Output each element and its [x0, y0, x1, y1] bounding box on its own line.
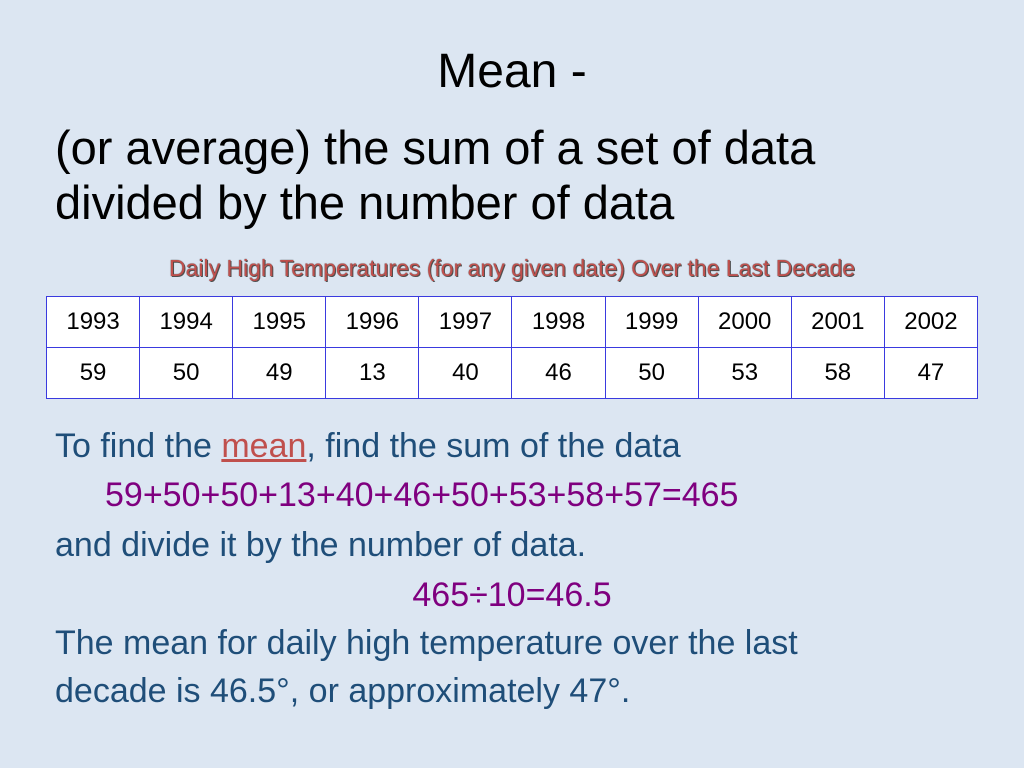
table-cell: 40 — [418, 347, 513, 399]
table-cell: 50 — [604, 347, 699, 399]
table-cell: 1999 — [604, 296, 699, 348]
data-table: 1993 1994 1995 1996 1997 1998 1999 2000 2001 2002… — [45, 296, 979, 399]
table-cell: 1998 — [511, 296, 606, 348]
conclusion-line: The mean for daily high temperature over… — [55, 624, 798, 662]
table-cell: 50 — [139, 347, 234, 399]
table-cell: 1993 — [45, 296, 141, 348]
subtitle-line: divided by the number of data — [55, 176, 675, 229]
table-cell: 1994 — [139, 296, 234, 348]
table-cell: 13 — [325, 347, 420, 399]
table-cell: 2002 — [883, 296, 979, 348]
table-cell: 46 — [511, 347, 606, 399]
term: mean — [221, 427, 307, 465]
division-equation: 465÷10=46.5 — [412, 576, 612, 614]
text: , find the sum of the data — [306, 427, 681, 465]
table-cell: 1996 — [325, 296, 420, 348]
text: To find the — [55, 427, 222, 465]
conclusion-line: decade is 46.5°, or approximately 47°. — [55, 672, 631, 710]
table-cell: 1995 — [232, 296, 327, 348]
table-row: 1993 1994 1995 1996 1997 1998 1999 2000 2001 2002 — [45, 296, 979, 348]
table-caption: Daily High Temperatures (for any given d… — [168, 255, 856, 281]
table-cell: 49 — [232, 347, 327, 399]
table-cell: 53 — [697, 347, 792, 399]
table-cell: 2001 — [790, 296, 885, 348]
sum-equation: 59+50+50+13+40+46+50+53+58+57=465 — [105, 476, 739, 514]
subtitle-line: (or average) the sum of a set of data — [55, 121, 816, 174]
intro-line: To find the mean, find the sum of the da… — [55, 427, 681, 466]
divide-text: and divide it by the number of data. — [55, 526, 587, 564]
table-cell: 47 — [883, 347, 979, 399]
table-row: 59 50 49 13 40 46 50 53 58 47 — [45, 347, 979, 399]
table-cell: 2000 — [697, 296, 792, 348]
table-cell: 1997 — [418, 296, 513, 348]
table-cell: 58 — [790, 347, 885, 399]
table-cell: 59 — [45, 347, 141, 399]
title: Mean - — [437, 45, 587, 98]
